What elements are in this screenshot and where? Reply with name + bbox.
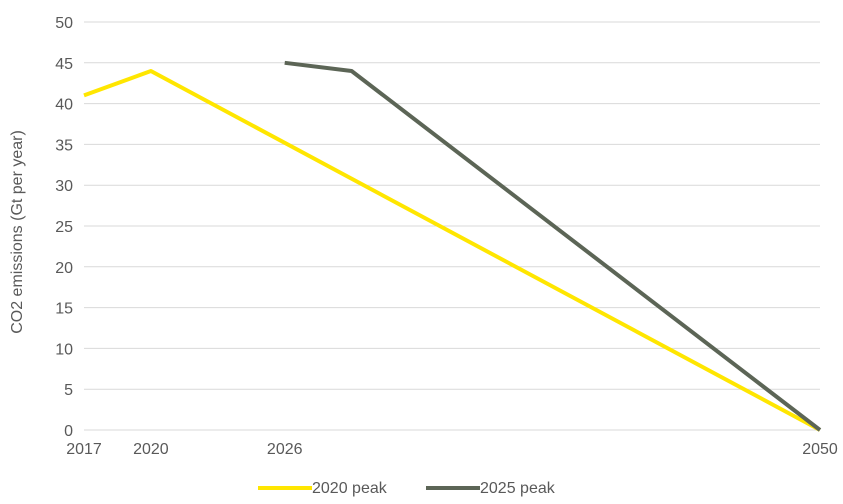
series-line-2025-peak bbox=[284, 60, 822, 432]
gridlines bbox=[84, 21, 820, 431]
legend-label: 2020 peak bbox=[312, 480, 388, 497]
y-tick-label: 35 bbox=[55, 137, 73, 154]
x-axis-ticks: 2017 2020 2026 2050 bbox=[66, 441, 838, 458]
y-tick-label: 30 bbox=[55, 178, 73, 195]
legend: 2020 peak 2025 peak bbox=[258, 480, 556, 497]
y-axis-ticks: 0 5 10 15 20 25 30 35 40 45 50 bbox=[55, 15, 73, 440]
x-tick-label: 2020 bbox=[133, 441, 169, 458]
x-tick-label: 2050 bbox=[802, 441, 838, 458]
y-tick-label: 20 bbox=[55, 260, 73, 277]
y-tick-label: 25 bbox=[55, 219, 73, 236]
legend-label: 2025 peak bbox=[480, 480, 556, 497]
y-tick-label: 40 bbox=[55, 97, 73, 114]
y-tick-label: 0 bbox=[64, 423, 73, 440]
y-tick-label: 15 bbox=[55, 301, 73, 318]
y-tick-label: 10 bbox=[55, 341, 73, 358]
x-tick-label: 2026 bbox=[267, 441, 303, 458]
y-axis-label: CO2 emissions (Gt per year) bbox=[9, 130, 26, 334]
y-tick-label: 5 bbox=[64, 382, 73, 399]
series-lines bbox=[83, 60, 822, 432]
y-tick-label: 45 bbox=[55, 56, 73, 73]
x-tick-label: 2017 bbox=[66, 441, 102, 458]
y-tick-label: 50 bbox=[55, 15, 73, 32]
series-line-2020-peak bbox=[83, 69, 821, 432]
